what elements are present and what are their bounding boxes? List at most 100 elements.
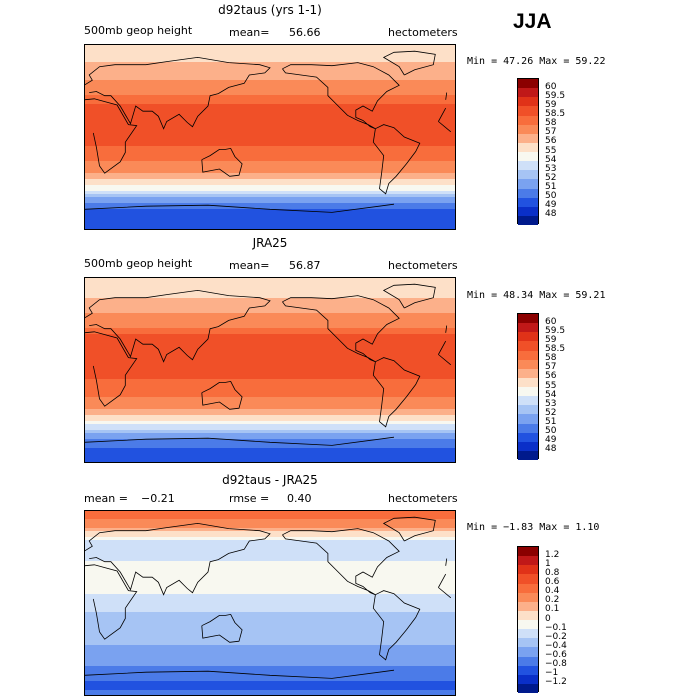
map-band bbox=[84, 128, 456, 132]
colorbar-tick-label: 0.6 bbox=[545, 577, 560, 587]
map-band bbox=[84, 134, 456, 138]
panel-1-colorbar: 60 59.5 59 58.5 58 57 56 55 54 53 52 51 50 49 48 bbox=[517, 78, 565, 225]
map-band bbox=[84, 555, 456, 559]
map-band bbox=[84, 666, 456, 670]
map-band bbox=[84, 143, 456, 147]
map-band bbox=[84, 516, 456, 520]
map-band bbox=[84, 304, 456, 308]
colorbar-tick-label: 48 bbox=[545, 209, 557, 220]
colorbar-swatch bbox=[518, 88, 538, 98]
map-band bbox=[84, 307, 456, 311]
map-band bbox=[84, 337, 456, 341]
panel-3-minmax: Min = −1.83 Max = 1.10 bbox=[467, 522, 600, 533]
panel-3-mean-value: −0.21 bbox=[141, 492, 175, 505]
colorbar-swatch bbox=[518, 323, 538, 333]
panel-2-map bbox=[84, 277, 456, 463]
map-band bbox=[84, 161, 456, 165]
colorbar-swatch bbox=[518, 124, 538, 134]
colorbar-tick-label: 58.5 bbox=[545, 109, 566, 119]
map-band bbox=[84, 528, 456, 532]
map-band bbox=[84, 137, 456, 141]
panel-2-minmax: Min = 48.34 Max = 59.21 bbox=[467, 290, 606, 301]
map-band bbox=[84, 77, 456, 81]
map-band bbox=[84, 525, 456, 529]
colorbar-tick-label: 0.1 bbox=[545, 604, 560, 615]
map-band bbox=[84, 645, 456, 649]
map-band bbox=[84, 567, 456, 571]
map-band bbox=[84, 537, 456, 541]
panel-1-mean-value: 56.66 bbox=[289, 26, 321, 39]
map-band bbox=[84, 289, 456, 293]
map-band bbox=[84, 215, 456, 219]
colorbar-swatch bbox=[518, 620, 538, 630]
map-band bbox=[84, 292, 456, 296]
map-band bbox=[84, 448, 456, 452]
colorbar-swatch bbox=[518, 405, 538, 415]
map-band bbox=[84, 227, 456, 230]
colorbar-swatch bbox=[518, 574, 538, 584]
map-band bbox=[84, 582, 456, 586]
colorbar-tick-label: 48 bbox=[545, 444, 557, 455]
colorbar-swatch bbox=[518, 638, 538, 648]
map-band bbox=[84, 334, 456, 338]
colorbar-tick-label: 0.4 bbox=[545, 586, 560, 597]
map-band bbox=[84, 283, 456, 287]
map-band bbox=[84, 621, 456, 625]
colorbar-tick-label: 55 bbox=[545, 380, 557, 391]
map-band bbox=[84, 600, 456, 604]
colorbar-tick-label: 56 bbox=[545, 371, 557, 382]
map-band bbox=[84, 107, 456, 111]
map-band bbox=[84, 660, 456, 664]
map-band bbox=[84, 442, 456, 446]
map-band bbox=[84, 606, 456, 610]
colorbar-swatch bbox=[518, 106, 538, 116]
panel-3-title: d92taus - JRA25 bbox=[222, 473, 318, 487]
map-band bbox=[84, 122, 456, 126]
map-band bbox=[84, 131, 456, 135]
colorbar-swatch bbox=[518, 215, 538, 225]
map-band bbox=[84, 110, 456, 114]
panel-3-map-svg bbox=[84, 510, 456, 696]
colorbar-swatch bbox=[518, 647, 538, 657]
panel-3-map bbox=[84, 510, 456, 696]
coastline bbox=[84, 669, 395, 679]
colorbar-tick-label: −1.2 bbox=[545, 677, 567, 688]
colorbar-swatch bbox=[518, 314, 538, 324]
map-band bbox=[84, 361, 456, 365]
map-band bbox=[84, 573, 456, 577]
map-band bbox=[84, 388, 456, 392]
map-band bbox=[84, 409, 456, 413]
map-band bbox=[84, 313, 456, 317]
map-band bbox=[84, 570, 456, 574]
colorbar-swatch bbox=[518, 179, 538, 189]
map-band bbox=[84, 125, 456, 129]
map-band bbox=[84, 280, 456, 284]
map-band bbox=[84, 62, 456, 66]
map-band bbox=[84, 406, 456, 410]
colorbar-swatch bbox=[518, 359, 538, 369]
map-band bbox=[84, 74, 456, 78]
map-band bbox=[84, 687, 456, 691]
map-band bbox=[84, 65, 456, 69]
map-band bbox=[84, 418, 456, 422]
map-band bbox=[84, 382, 456, 386]
map-frame bbox=[84, 277, 456, 463]
map-band bbox=[84, 558, 456, 562]
map-band bbox=[84, 358, 456, 362]
map-band bbox=[84, 149, 456, 153]
panel-3-rmse-value: 0.40 bbox=[287, 492, 312, 505]
map-band bbox=[84, 451, 456, 455]
colorbar-swatch bbox=[518, 142, 538, 152]
colorbar-tick-label: 54 bbox=[545, 154, 557, 165]
map-band bbox=[84, 295, 456, 299]
map-band bbox=[84, 86, 456, 90]
panel-2-mean-value: 56.87 bbox=[289, 259, 321, 272]
coastline bbox=[84, 98, 452, 174]
map-band bbox=[84, 415, 456, 419]
map-band bbox=[84, 158, 456, 162]
map-band bbox=[84, 630, 456, 634]
map-band bbox=[84, 116, 456, 120]
map-band bbox=[84, 56, 456, 60]
map-band bbox=[84, 182, 456, 186]
map-band bbox=[84, 218, 456, 222]
